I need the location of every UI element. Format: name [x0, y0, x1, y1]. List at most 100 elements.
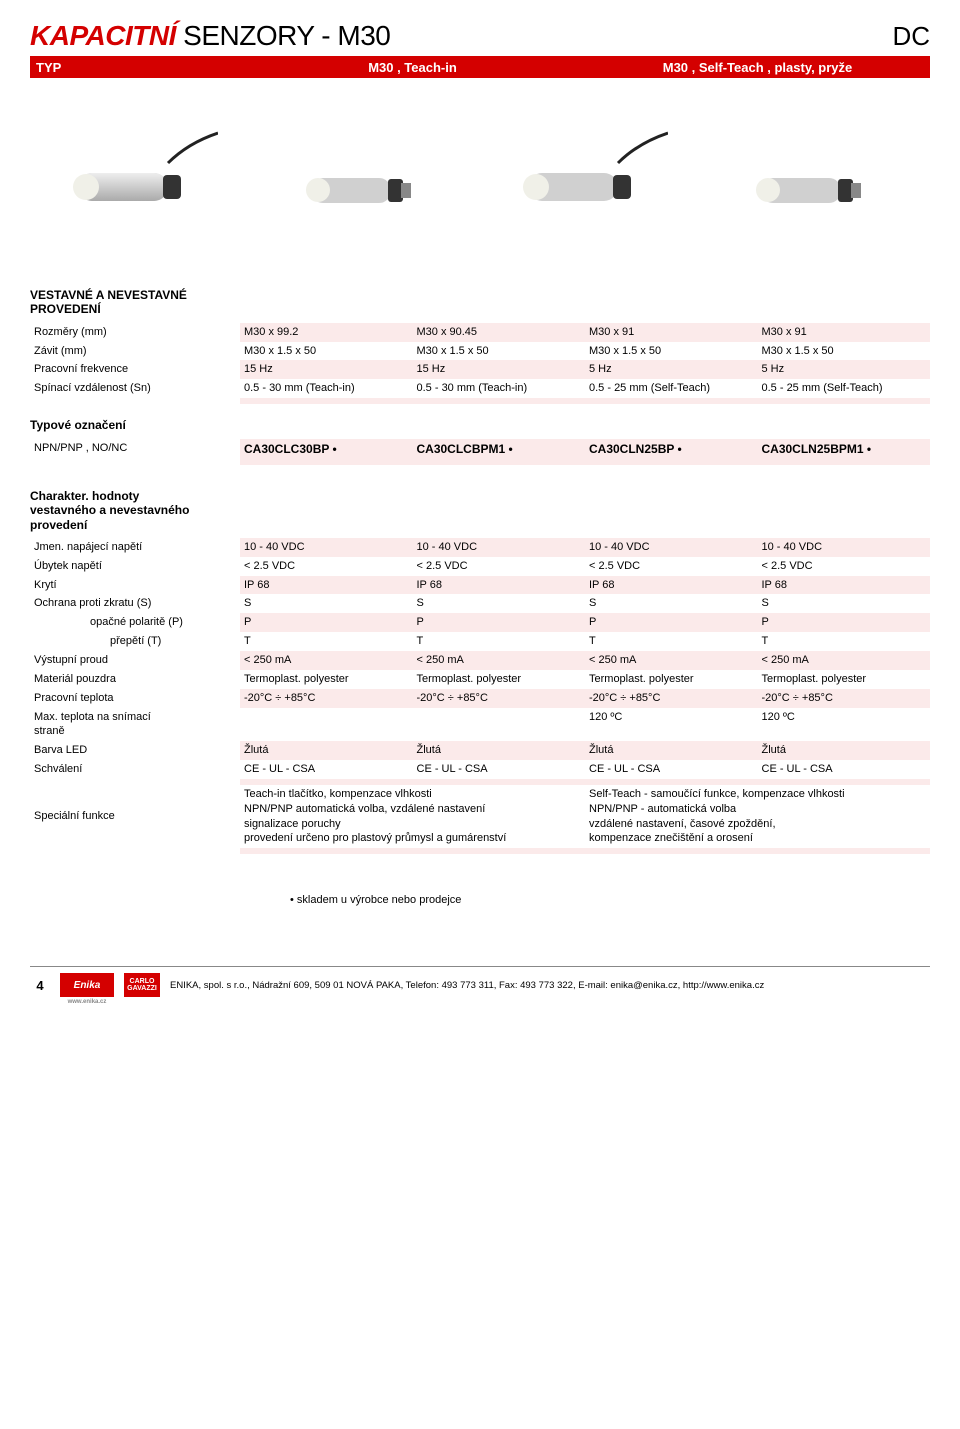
- footer: 4 Enika www.enika.cz CARLO GAVAZZI ENIKA…: [30, 966, 930, 1003]
- cell: < 250 mA: [758, 651, 931, 670]
- row-label: Pracovní teplota: [30, 689, 240, 708]
- cell: 15 Hz: [240, 360, 413, 379]
- row-label: Pracovní frekvence: [30, 360, 240, 379]
- cell: 10 - 40 VDC: [413, 538, 586, 557]
- cell: M30 x 91: [758, 323, 931, 342]
- cell: M30 x 1.5 x 50: [585, 342, 758, 361]
- cell: 10 - 40 VDC: [758, 538, 931, 557]
- cell: Termoplast. polyester: [758, 670, 931, 689]
- cell: -20°C ÷ +85°C: [758, 689, 931, 708]
- cell: CA30CLN25BPM1 •: [758, 439, 931, 459]
- row-label: Závit (mm): [30, 342, 240, 361]
- cell: Self-Teach - samoučící funkce, kompenzac…: [585, 785, 930, 848]
- row-label: Schválení: [30, 760, 240, 779]
- row-label: Barva LED: [30, 741, 240, 760]
- cell: CE - UL - CSA: [413, 760, 586, 779]
- cell: T: [585, 632, 758, 651]
- row-label: přepětí (T): [30, 632, 240, 651]
- page-number: 4: [30, 975, 50, 995]
- brand-word: KAPACITNÍ: [30, 20, 176, 51]
- cell: < 250 mA: [585, 651, 758, 670]
- cell: CE - UL - CSA: [240, 760, 413, 779]
- cell: [240, 708, 413, 742]
- row-label: Speciální funkce: [30, 785, 240, 848]
- cell: M30 x 1.5 x 50: [240, 342, 413, 361]
- row-label: opačné polaritě (P): [30, 613, 240, 632]
- cell: IP 68: [413, 576, 586, 595]
- footer-logo-gavazzi: CARLO GAVAZZI: [124, 973, 160, 997]
- sensor-image: [743, 123, 893, 233]
- cell: 0.5 - 25 mm (Self-Teach): [585, 379, 758, 398]
- cell: M30 x 99.2: [240, 323, 413, 342]
- row-label: Max. teplota na snímací straně: [30, 708, 240, 742]
- spec-table-types: NPN/PNP , NO/NC CA30CLC30BP • CA30CLCBPM…: [30, 439, 930, 465]
- cell: Teach-in tlačítko, kompenzace vlhkosti N…: [240, 785, 585, 848]
- cell: S: [240, 594, 413, 613]
- cell: P: [585, 613, 758, 632]
- dc-badge: DC: [892, 21, 930, 52]
- typ-bar: TYP M30 , Teach-in M30 , Self-Teach , pl…: [30, 56, 930, 78]
- row-label: Úbytek napětí: [30, 557, 240, 576]
- cell: 120 ºC: [758, 708, 931, 742]
- cell: CA30CLCBPM1 •: [413, 439, 586, 459]
- sensor-image-row: [30, 88, 930, 268]
- spec-table-1: Rozměry (mm) M30 x 99.2 M30 x 90.45 M30 …: [30, 323, 930, 404]
- typ-col2-header: M30 , Self-Teach , plasty, pryže: [585, 60, 930, 75]
- cell: M30 x 1.5 x 50: [413, 342, 586, 361]
- cell: 5 Hz: [758, 360, 931, 379]
- type-section-title: Typové označení: [30, 418, 930, 432]
- cell: < 250 mA: [240, 651, 413, 670]
- cell: S: [413, 594, 586, 613]
- page-title: KAPACITNÍ SENZORY - M30: [30, 20, 390, 52]
- cell: Žlutá: [240, 741, 413, 760]
- cell: CE - UL - CSA: [758, 760, 931, 779]
- cell: M30 x 90.45: [413, 323, 586, 342]
- cell: -20°C ÷ +85°C: [413, 689, 586, 708]
- cell: P: [240, 613, 413, 632]
- typ-label: TYP: [30, 60, 240, 75]
- cell: S: [758, 594, 931, 613]
- typ-col1-header: M30 , Teach-in: [240, 60, 585, 75]
- cell: 15 Hz: [413, 360, 586, 379]
- cell: 0.5 - 30 mm (Teach-in): [240, 379, 413, 398]
- row-label: Spínací vzdálenost (Sn): [30, 379, 240, 398]
- cell: Žlutá: [413, 741, 586, 760]
- cell: Žlutá: [585, 741, 758, 760]
- cell: CA30CLN25BP •: [585, 439, 758, 459]
- cell: Termoplast. polyester: [240, 670, 413, 689]
- cell: < 2.5 VDC: [758, 557, 931, 576]
- cell: T: [413, 632, 586, 651]
- cell: T: [758, 632, 931, 651]
- cell: T: [240, 632, 413, 651]
- cell: < 250 mA: [413, 651, 586, 670]
- cell: 0.5 - 25 mm (Self-Teach): [758, 379, 931, 398]
- cell: 10 - 40 VDC: [240, 538, 413, 557]
- cell: 10 - 40 VDC: [585, 538, 758, 557]
- cell: < 2.5 VDC: [240, 557, 413, 576]
- cell: Termoplast. polyester: [413, 670, 586, 689]
- row-label: NPN/PNP , NO/NC: [30, 439, 240, 459]
- cell: Termoplast. polyester: [585, 670, 758, 689]
- cell: < 2.5 VDC: [585, 557, 758, 576]
- cell: M30 x 91: [585, 323, 758, 342]
- row-label: Ochrana proti zkratu (S): [30, 594, 240, 613]
- cell: P: [758, 613, 931, 632]
- cell: P: [413, 613, 586, 632]
- spec-table-char: Jmen. napájecí napětí 10 - 40 VDC 10 - 4…: [30, 538, 930, 854]
- cell: -20°C ÷ +85°C: [585, 689, 758, 708]
- row-label: Jmen. napájecí napětí: [30, 538, 240, 557]
- row-label: Krytí: [30, 576, 240, 595]
- sensor-image: [518, 123, 668, 233]
- cell: 0.5 - 30 mm (Teach-in): [413, 379, 586, 398]
- row-label: Rozměry (mm): [30, 323, 240, 342]
- cell: IP 68: [240, 576, 413, 595]
- sensor-image: [293, 123, 443, 233]
- section-vestavne-title: VESTAVNÉ A NEVESTAVNÉ PROVEDENÍ: [30, 288, 930, 317]
- footer-text: ENIKA, spol. s r.o., Nádražní 609, 509 0…: [170, 980, 930, 991]
- cell: S: [585, 594, 758, 613]
- title-rest: SENZORY - M30: [183, 20, 390, 51]
- row-label: Materiál pouzdra: [30, 670, 240, 689]
- sensor-image: [68, 123, 218, 233]
- cell: M30 x 1.5 x 50: [758, 342, 931, 361]
- stock-note: • skladem u výrobce nebo prodejce: [290, 894, 930, 906]
